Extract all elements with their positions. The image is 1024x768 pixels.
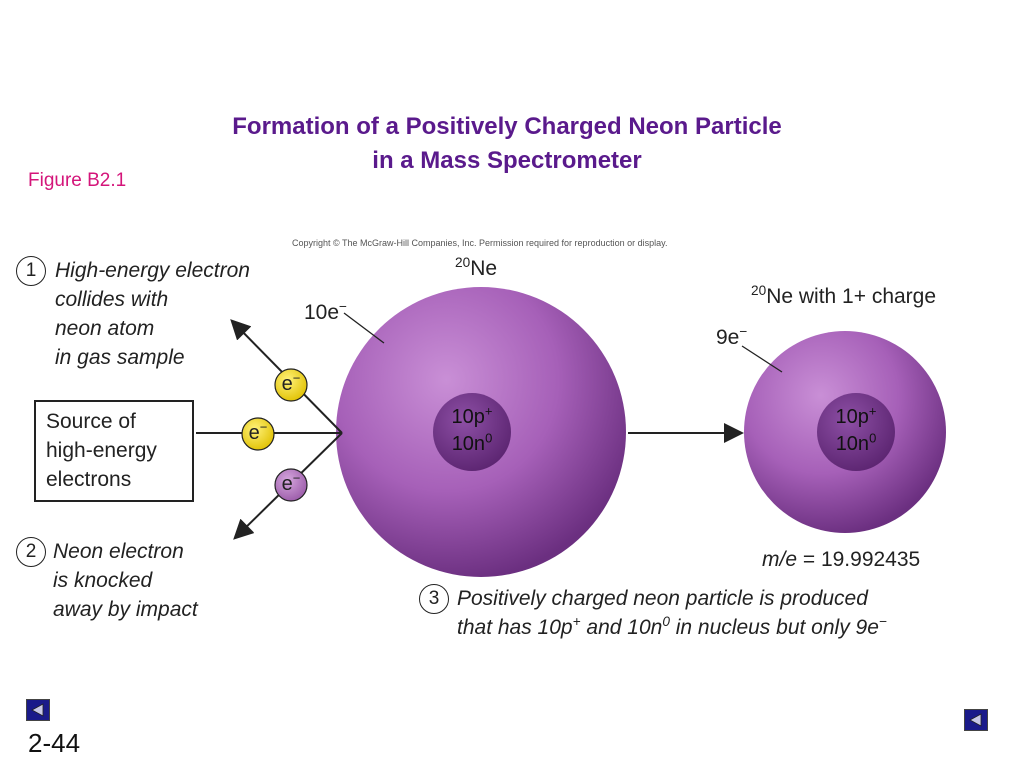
step-1-line: in gas sample	[55, 346, 185, 369]
step-2-line: is knocked	[53, 569, 153, 592]
electron-knocked	[274, 468, 308, 502]
step-2-text: Neon electron is knocked away by impact	[53, 537, 198, 624]
electron-incoming	[241, 417, 275, 451]
slide-title: Formation of a Positively Charged Neon P…	[0, 110, 1014, 178]
neon-atom-electron-count: 10e−	[304, 299, 348, 324]
neon-atom-nucleus-label: 10p+ 10n0	[451, 403, 493, 455]
step-1-number: 1	[16, 256, 46, 286]
slide-title-line-2: in a Mass Spectrometer	[372, 147, 642, 174]
electron-upper-label: e−	[281, 370, 301, 395]
electron-source-box: Source of high-energy electrons	[34, 400, 194, 502]
ion-electron-count-leader	[741, 345, 783, 373]
step-1-line: collides with	[55, 288, 169, 311]
next-slide-button[interactable]	[964, 709, 988, 731]
neon-atom-nucleus	[433, 393, 511, 471]
electron-incoming-label: e−	[248, 419, 268, 444]
mass-to-charge-ratio: m/e = 19.992435	[762, 548, 921, 571]
step-1-text: High-energy electron collides with neon …	[55, 256, 250, 372]
step-3-line-1: Positively charged neon particle is prod…	[457, 587, 868, 610]
triangle-left-icon	[31, 703, 44, 717]
electron-upper	[274, 368, 308, 402]
copyright-notice: Copyright © The McGraw-Hill Companies, I…	[292, 238, 668, 248]
slide-title-line-1: Formation of a Positively Charged Neon P…	[232, 113, 782, 140]
step-2-line: Neon electron	[53, 540, 184, 563]
neon-ion-nucleus-label: 10p+ 10n0	[835, 403, 877, 455]
step-3-number: 3	[419, 584, 449, 614]
page-number: 2-44	[28, 728, 81, 758]
electron-count-leader	[343, 312, 385, 344]
source-box-line: electrons	[46, 468, 132, 491]
triangle-left-icon	[969, 713, 982, 727]
figure-label: Figure B2.1	[28, 170, 127, 191]
source-box-line: Source of	[46, 410, 136, 433]
previous-slide-button[interactable]	[26, 699, 50, 721]
source-box-line: high-energy	[46, 439, 157, 462]
neon-atom-symbol: 20Ne	[455, 255, 498, 280]
neon-ion-nucleus	[817, 393, 895, 471]
step-1-line: neon atom	[55, 317, 155, 340]
neon-ion-label: 20Ne with 1+ charge	[751, 283, 937, 308]
neon-ion-electron-count: 9e−	[716, 324, 748, 349]
step-2-number: 2	[16, 537, 46, 567]
step-1-line: High-energy electron	[55, 259, 250, 282]
electron-knocked-label: e−	[281, 470, 301, 495]
step-3-text: Positively charged neon particle is prod…	[457, 584, 887, 642]
step-2-line: away by impact	[53, 598, 198, 621]
step-3-line-2: that has 10p+ and 10n0 in nucleus but on…	[457, 614, 887, 639]
